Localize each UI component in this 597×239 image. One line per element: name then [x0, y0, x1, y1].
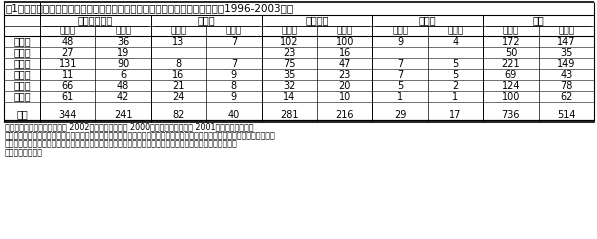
- Text: 合計: 合計: [16, 109, 28, 120]
- Text: 福島県: 福島県: [13, 92, 31, 102]
- Text: 確認数: 確認数: [447, 27, 463, 36]
- Text: 35: 35: [560, 48, 573, 58]
- Text: 検定数: 検定数: [281, 27, 297, 36]
- Text: 241: 241: [114, 109, 133, 120]
- Text: 21: 21: [173, 81, 184, 91]
- Text: 147: 147: [557, 37, 576, 47]
- Text: 4: 4: [453, 37, 458, 47]
- Text: 5: 5: [397, 81, 403, 91]
- Text: 23: 23: [283, 48, 296, 58]
- Text: 9: 9: [397, 37, 403, 47]
- Text: 13: 13: [173, 37, 184, 47]
- Text: 秋田県: 秋田県: [13, 70, 31, 80]
- Text: 11: 11: [61, 70, 74, 80]
- Text: 19: 19: [117, 48, 129, 58]
- Text: 78: 78: [560, 81, 573, 91]
- Text: 法による。アゼナ類はアゼナ、アメリカアゼナ、タケトアゼナの合計値。その他は、アゼトウガラシ、ミズアオイ、タイワンヤ: 法による。アゼナ類はアゼナ、アメリカアゼナ、タケトアゼナの合計値。その他は、アゼ…: [5, 131, 276, 140]
- Text: 47: 47: [338, 59, 351, 69]
- Text: 2: 2: [453, 81, 458, 91]
- Text: 69: 69: [505, 70, 517, 80]
- Text: 5: 5: [453, 70, 458, 80]
- Text: 100: 100: [501, 92, 520, 102]
- Text: 表1　東北６県のスルホニルウレア系除草剤抵抗性バイオタイプの確認件数（1996-2003年）: 表1 東北６県のスルホニルウレア系除草剤抵抗性バイオタイプの確認件数（1996-…: [6, 4, 294, 13]
- Text: 24: 24: [173, 92, 184, 102]
- Text: 40: 40: [228, 109, 240, 120]
- Text: 43: 43: [560, 70, 573, 80]
- Text: 172: 172: [501, 37, 520, 47]
- Text: 検定数: 検定数: [60, 27, 76, 36]
- Text: 1: 1: [453, 92, 458, 102]
- Text: 7: 7: [231, 59, 237, 69]
- Text: 48: 48: [117, 81, 129, 91]
- Text: 100: 100: [336, 37, 354, 47]
- Text: 27: 27: [61, 48, 74, 58]
- Text: 16: 16: [173, 70, 184, 80]
- Text: イヌホタルイ: イヌホタルイ: [78, 16, 113, 26]
- Text: 149: 149: [557, 59, 576, 69]
- Text: 7: 7: [231, 37, 237, 47]
- Text: 青森県: 青森県: [13, 37, 31, 47]
- Text: 50: 50: [504, 48, 517, 58]
- Text: 9: 9: [231, 92, 237, 102]
- Text: 216: 216: [336, 109, 354, 120]
- Text: 281: 281: [280, 109, 298, 120]
- Text: 確認数: 確認数: [115, 27, 131, 36]
- Text: 62: 62: [560, 92, 573, 102]
- Text: 7: 7: [397, 59, 403, 69]
- Text: アゼナ類: アゼナ類: [305, 16, 329, 26]
- Text: 82: 82: [173, 109, 184, 120]
- Text: コナギ: コナギ: [198, 16, 215, 26]
- Text: 221: 221: [501, 59, 520, 69]
- Text: 36: 36: [117, 37, 129, 47]
- Text: 5: 5: [453, 59, 458, 69]
- Text: 点として数えた。: 点として数えた。: [5, 148, 43, 157]
- Text: 山形県: 山形県: [13, 81, 31, 91]
- Text: 61: 61: [61, 92, 74, 102]
- Text: 124: 124: [501, 81, 520, 91]
- Text: 8: 8: [176, 59, 181, 69]
- Text: 宮城県: 宮城県: [13, 59, 31, 69]
- Text: 合計: 合計: [533, 16, 544, 26]
- Text: 131: 131: [59, 59, 77, 69]
- Text: 8: 8: [231, 81, 237, 91]
- Text: 14: 14: [283, 92, 296, 102]
- Text: 29: 29: [394, 109, 407, 120]
- Text: 検定数: 検定数: [503, 27, 519, 36]
- Text: 90: 90: [117, 59, 129, 69]
- Text: 32: 32: [283, 81, 296, 91]
- Text: 6: 6: [120, 70, 126, 80]
- Text: 20: 20: [338, 81, 351, 91]
- Text: マイ、ジゾハベ、キシゾガ、キノモ、ホダガかの合計値。検定数は、複数の隣接圃場で出ていても１地域を１: マイ、ジゾハベ、キシゾガ、キノモ、ホダガかの合計値。検定数は、複数の隣接圃場で出…: [5, 140, 238, 148]
- Text: 9: 9: [231, 70, 237, 80]
- Text: 10: 10: [338, 92, 351, 102]
- Text: 23: 23: [338, 70, 351, 80]
- Text: 確認数: 確認数: [337, 27, 353, 36]
- Text: 35: 35: [283, 70, 296, 80]
- Text: 42: 42: [117, 92, 130, 102]
- Text: 66: 66: [61, 81, 74, 91]
- Text: 検定数: 検定数: [170, 27, 186, 36]
- Text: 344: 344: [59, 109, 77, 120]
- Text: 16: 16: [338, 48, 351, 58]
- Text: 注）確認は迅速検定法（内野 2002）、発根法（村岡 2000）、ポット試験（汪 2001）の何れかの検定: 注）確認は迅速検定法（内野 2002）、発根法（村岡 2000）、ポット試験（汪…: [5, 123, 254, 131]
- Text: 検定数: 検定数: [392, 27, 408, 36]
- Text: 102: 102: [280, 37, 298, 47]
- Text: その他: その他: [419, 16, 436, 26]
- Text: 7: 7: [397, 70, 403, 80]
- Text: 514: 514: [557, 109, 576, 120]
- Text: 736: 736: [501, 109, 520, 120]
- Text: 48: 48: [61, 37, 74, 47]
- Text: 確認数: 確認数: [558, 27, 574, 36]
- Text: 1: 1: [397, 92, 403, 102]
- Text: 確認数: 確認数: [226, 27, 242, 36]
- Text: 75: 75: [283, 59, 296, 69]
- Text: 岩手県: 岩手県: [13, 48, 31, 58]
- Text: 17: 17: [450, 109, 461, 120]
